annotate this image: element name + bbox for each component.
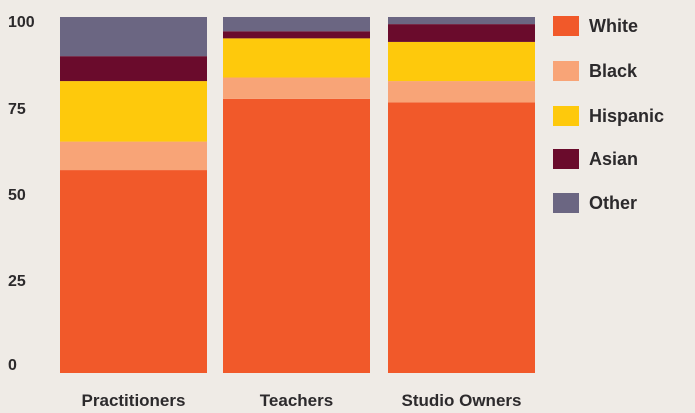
legend-item-other: Other [553, 193, 637, 213]
bar-segment-hispanic [60, 81, 207, 142]
bar-segment-black [388, 81, 535, 103]
bar-segment-white [223, 98, 370, 373]
bar-segment-other [60, 17, 207, 57]
legend-label: Black [589, 61, 638, 81]
x-category-label: Practitioners [82, 391, 186, 410]
legend-swatch [553, 149, 579, 169]
y-tick-label: 25 [8, 273, 26, 290]
legend-item-hispanic: Hispanic [553, 106, 664, 126]
y-tick-label: 50 [8, 187, 26, 204]
bar-stack-practitioners [60, 17, 207, 373]
y-axis: 0 25 50 75 100 [8, 14, 35, 374]
legend-label: Hispanic [589, 106, 664, 126]
legend-swatch [553, 16, 579, 36]
bar-segment-white [388, 102, 535, 373]
legend-item-black: Black [553, 61, 638, 81]
x-axis: Practitioners Teachers Studio Owners [82, 391, 522, 410]
x-category-label: Studio Owners [402, 391, 522, 410]
bars [60, 17, 535, 373]
legend-label: White [589, 16, 638, 36]
legend-item-asian: Asian [553, 149, 638, 169]
bar-stack-teachers [223, 17, 370, 373]
bar-segment-black [223, 77, 370, 99]
bar-segment-hispanic [388, 41, 535, 82]
legend-swatch [553, 193, 579, 213]
bar-segment-asian [60, 56, 207, 82]
legend: White Black Hispanic Asian Other [553, 16, 664, 213]
legend-label: Asian [589, 149, 638, 169]
y-tick-label: 100 [8, 14, 35, 31]
bar-segment-other [388, 17, 535, 25]
bar-segment-hispanic [223, 38, 370, 78]
legend-swatch [553, 106, 579, 126]
legend-item-white: White [553, 16, 638, 36]
bar-segment-black [60, 141, 207, 171]
bar-stack-studio-owners [388, 17, 535, 373]
bar-segment-asian [388, 24, 535, 42]
x-category-label: Teachers [260, 391, 333, 410]
bar-segment-other [223, 17, 370, 32]
bar-segment-asian [223, 31, 370, 39]
y-tick-label: 75 [8, 101, 26, 118]
y-tick-label: 0 [8, 357, 17, 374]
legend-swatch [553, 61, 579, 81]
bar-segment-white [60, 170, 207, 373]
legend-label: Other [589, 193, 637, 213]
